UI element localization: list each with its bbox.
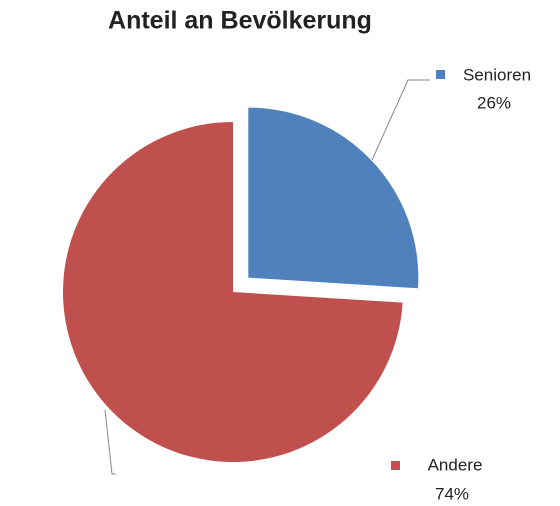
leader-line [104,409,116,475]
chart-title: Anteil an Bevölkerung [108,7,372,35]
slice-label: Andere [428,455,483,474]
legend-swatch [391,461,400,470]
slice-value: 74% [435,484,469,503]
pie-slice [248,107,419,289]
slice-label: Senioren [463,65,531,84]
legend-swatch [436,70,445,79]
slice-value: 26% [477,93,511,112]
pie-slice [63,122,403,462]
leader-line [371,79,430,161]
